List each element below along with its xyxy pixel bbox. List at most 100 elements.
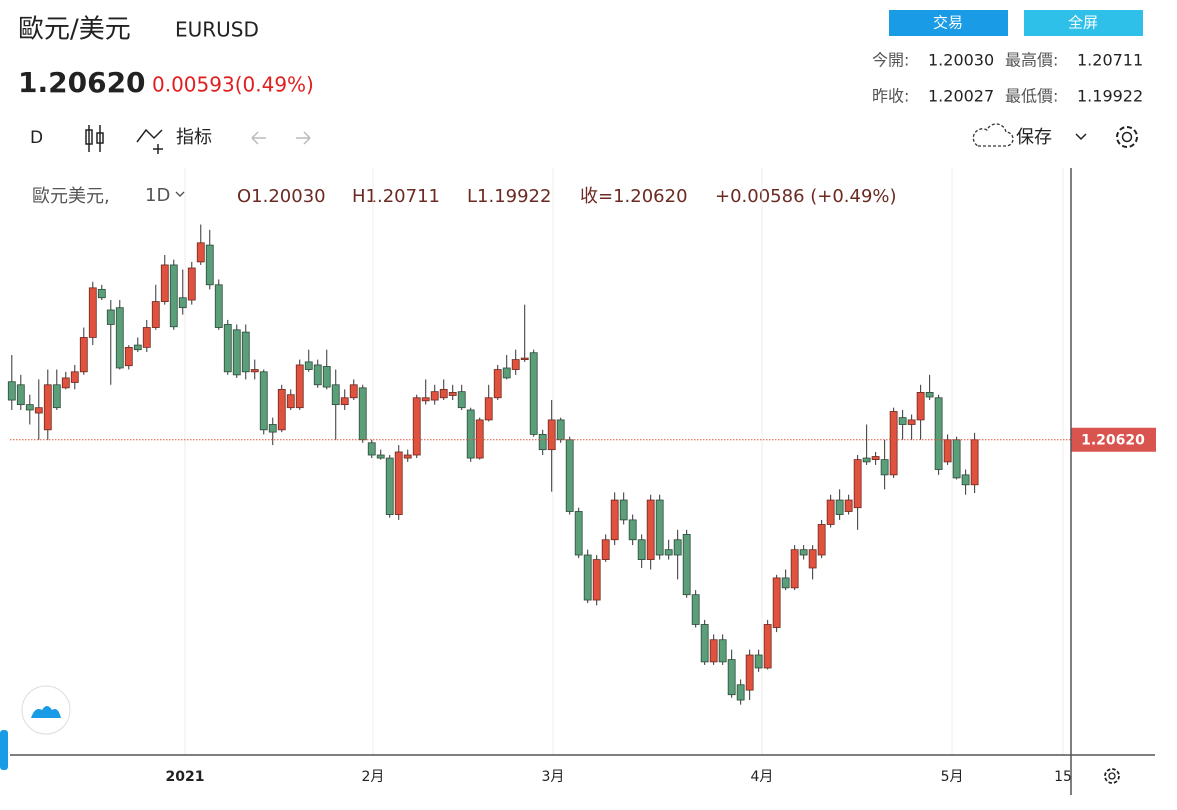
indicator-button[interactable]: 指标 bbox=[176, 127, 212, 148]
trade-button-label[interactable]: 交易 bbox=[933, 14, 963, 32]
cloud-icon[interactable] bbox=[972, 123, 1014, 147]
candle-body bbox=[448, 392, 457, 396]
candle-body bbox=[853, 459, 862, 509]
side-tab[interactable] bbox=[0, 730, 8, 770]
candle-body bbox=[304, 361, 313, 370]
settings-icon[interactable] bbox=[1116, 126, 1138, 148]
candle-body bbox=[205, 244, 214, 286]
candle-body bbox=[493, 369, 502, 399]
logo[interactable] bbox=[21, 685, 71, 735]
candle-body bbox=[232, 329, 241, 376]
legend-high: H1.20711 bbox=[352, 186, 440, 207]
candle-body bbox=[223, 324, 232, 373]
candle-body bbox=[871, 456, 880, 460]
x-tick-label: 15 bbox=[1054, 769, 1072, 785]
candle-body bbox=[736, 684, 745, 701]
candle-body bbox=[808, 549, 817, 569]
candle-body bbox=[556, 419, 565, 441]
candle-body bbox=[169, 264, 178, 328]
candle-body bbox=[403, 454, 412, 459]
stat-label: 最高價: bbox=[1005, 51, 1058, 70]
candle-body bbox=[376, 454, 385, 459]
x-tick-label: 5月 bbox=[941, 769, 964, 785]
candle-body bbox=[79, 337, 88, 373]
candle-body bbox=[142, 327, 151, 348]
bottom-settings-icon[interactable] bbox=[1104, 768, 1120, 784]
candle-body bbox=[277, 388, 286, 431]
candle-body bbox=[70, 371, 79, 383]
candle-body bbox=[349, 384, 358, 399]
candle-body bbox=[700, 624, 709, 663]
candle-body bbox=[106, 309, 115, 325]
candle-body bbox=[934, 397, 943, 470]
stat-label: 昨收: bbox=[872, 87, 909, 106]
interval-menu-icon[interactable] bbox=[175, 191, 185, 197]
candle-body bbox=[763, 624, 772, 669]
x-tick-label: 2021 bbox=[166, 769, 205, 785]
save-button[interactable]: 保存 bbox=[1016, 127, 1052, 148]
candle-body bbox=[340, 397, 349, 406]
candle-body bbox=[124, 346, 133, 367]
candle-body bbox=[385, 457, 394, 515]
legend-close: 收=1.20620 bbox=[580, 186, 688, 207]
indicator-icon[interactable] bbox=[136, 128, 163, 154]
candle-body bbox=[547, 419, 556, 451]
candle-body bbox=[916, 392, 925, 421]
candle-body bbox=[952, 439, 961, 479]
candle-body bbox=[889, 411, 898, 476]
fullscreen-button-label[interactable]: 全屏 bbox=[1068, 14, 1098, 32]
candle-body bbox=[664, 549, 673, 556]
candle-body bbox=[880, 459, 889, 476]
candle-body bbox=[655, 499, 664, 556]
candle-body bbox=[637, 539, 646, 560]
candle-body bbox=[187, 267, 196, 301]
last-price-label: 1.20620 bbox=[1081, 433, 1145, 449]
candle-body bbox=[43, 384, 52, 431]
candle-body bbox=[160, 264, 169, 302]
chart-interval: 1D bbox=[145, 185, 170, 206]
legend-change: +0.00586 (+0.49%) bbox=[715, 186, 897, 207]
candle-body bbox=[592, 559, 601, 601]
candle-body bbox=[466, 409, 475, 459]
undo-icon[interactable] bbox=[251, 131, 266, 145]
candle-body bbox=[34, 407, 43, 414]
candle-body bbox=[259, 371, 268, 431]
candle-body bbox=[439, 388, 448, 399]
candle-body bbox=[709, 639, 718, 663]
save-menu-icon[interactable] bbox=[1075, 133, 1087, 141]
candle-body bbox=[178, 297, 187, 309]
candle-body bbox=[628, 519, 637, 541]
candle-body bbox=[16, 384, 25, 406]
candle-body bbox=[925, 392, 934, 398]
candle-body bbox=[484, 397, 493, 421]
fullscreen-button[interactable] bbox=[1024, 10, 1143, 36]
x-tick-label: 2月 bbox=[362, 769, 385, 785]
candle-body bbox=[619, 499, 628, 521]
interval-button[interactable]: D bbox=[30, 128, 43, 148]
candle-body bbox=[412, 397, 421, 456]
candle-type-icon[interactable] bbox=[85, 125, 104, 152]
candle-body bbox=[727, 659, 736, 696]
candle-body bbox=[574, 511, 583, 556]
candle-body bbox=[25, 404, 34, 411]
trade-button[interactable] bbox=[889, 10, 1008, 36]
candle-body bbox=[97, 288, 106, 299]
candle-body bbox=[286, 394, 295, 409]
candle-body bbox=[907, 419, 916, 425]
candle-body bbox=[601, 539, 610, 560]
candle-body bbox=[745, 654, 754, 691]
candle-body bbox=[457, 391, 466, 409]
candle-body bbox=[781, 577, 790, 589]
candle-body bbox=[844, 499, 853, 512]
legend-low: L1.19922 bbox=[467, 186, 551, 207]
candle-body bbox=[610, 499, 619, 541]
candle-body bbox=[799, 549, 808, 556]
stat-value: 1.20027 bbox=[928, 87, 994, 106]
candle-body bbox=[421, 397, 430, 402]
candle-body bbox=[961, 474, 970, 486]
redo-icon[interactable] bbox=[296, 131, 311, 145]
stat-label: 今開: bbox=[872, 51, 909, 70]
candle-body bbox=[7, 381, 16, 401]
candle-body bbox=[115, 307, 124, 369]
